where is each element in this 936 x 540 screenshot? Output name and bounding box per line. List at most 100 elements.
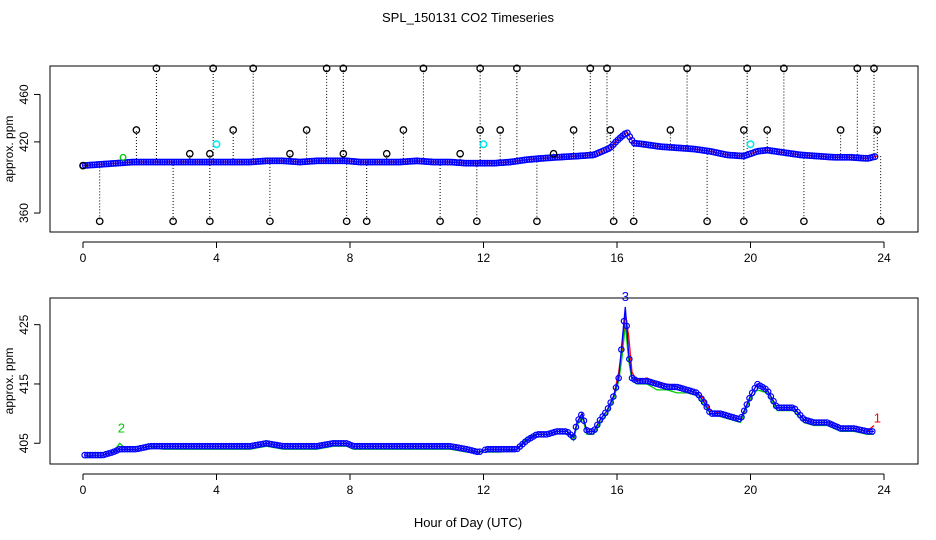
baseline-point bbox=[91, 161, 99, 169]
baseline-point bbox=[682, 144, 690, 152]
outlier-point bbox=[339, 149, 348, 158]
baseline-point bbox=[296, 158, 304, 166]
baseline-point bbox=[413, 157, 421, 165]
baseline-point bbox=[366, 158, 374, 166]
series-line-red_series bbox=[84, 312, 875, 456]
series-point bbox=[866, 428, 873, 435]
baseline-point bbox=[362, 158, 370, 166]
baseline-point bbox=[93, 161, 101, 169]
series-point bbox=[607, 399, 614, 406]
bottom-x-tick-label: 4 bbox=[213, 483, 220, 497]
baseline-point bbox=[313, 157, 321, 165]
baseline-point bbox=[250, 158, 257, 166]
outlier-point bbox=[472, 217, 481, 226]
baseline-point bbox=[493, 159, 500, 167]
baseline-point bbox=[114, 159, 122, 167]
baseline-point bbox=[315, 157, 323, 165]
series-point bbox=[740, 407, 748, 415]
baseline-point bbox=[465, 159, 472, 167]
baseline-point bbox=[483, 159, 491, 167]
baseline-point bbox=[586, 151, 594, 159]
baseline-point bbox=[191, 158, 199, 166]
series-point bbox=[869, 428, 876, 435]
baseline-point bbox=[432, 158, 440, 166]
baseline-point bbox=[247, 158, 255, 166]
baseline-point bbox=[460, 159, 468, 167]
baseline-point bbox=[799, 151, 807, 159]
baseline-point bbox=[252, 158, 260, 166]
bottom-x-tick-label: 8 bbox=[347, 483, 354, 497]
outlier-point bbox=[870, 64, 878, 73]
baseline-point bbox=[320, 157, 328, 165]
bottom-x-tick-label: 20 bbox=[744, 483, 758, 497]
bottom-x-tick-label: 16 bbox=[610, 483, 624, 497]
baseline-point bbox=[726, 151, 734, 159]
bottom-y-tick-label: 405 bbox=[17, 433, 31, 453]
baseline-point bbox=[303, 158, 311, 165]
baseline-point bbox=[855, 154, 863, 162]
series-point bbox=[511, 445, 518, 453]
baseline-point bbox=[411, 157, 419, 165]
baseline-point bbox=[385, 158, 393, 166]
baseline-point bbox=[306, 157, 314, 165]
baseline-point bbox=[170, 158, 178, 166]
baseline-point bbox=[161, 158, 169, 166]
outlier-point bbox=[132, 126, 141, 134]
baseline-point bbox=[668, 143, 676, 151]
cyan-flag-point bbox=[746, 140, 755, 149]
baseline-point bbox=[154, 158, 162, 166]
baseline-point bbox=[282, 157, 290, 165]
baseline-point bbox=[504, 158, 512, 166]
baseline-point bbox=[123, 158, 131, 166]
baseline-point bbox=[677, 144, 685, 152]
baseline-point bbox=[476, 159, 484, 167]
series-point bbox=[738, 413, 745, 421]
series-point bbox=[748, 389, 756, 397]
baseline-point bbox=[84, 161, 92, 169]
outlier-point bbox=[185, 149, 194, 158]
top-x-tick-label: 20 bbox=[744, 251, 758, 265]
digit-label: 2 bbox=[118, 421, 125, 436]
baseline-point bbox=[275, 157, 283, 165]
series-point bbox=[620, 317, 628, 325]
baseline-point bbox=[327, 157, 335, 165]
baseline-point bbox=[95, 160, 103, 168]
baseline-point bbox=[259, 157, 267, 165]
bottom-y-axis-label: approx. ppm bbox=[2, 348, 16, 415]
series-line-blue_series bbox=[84, 306, 874, 456]
baseline-point bbox=[301, 158, 309, 166]
baseline-point bbox=[212, 158, 220, 166]
baseline-point bbox=[838, 153, 846, 161]
baseline-point bbox=[451, 158, 458, 166]
baseline-point bbox=[857, 154, 865, 162]
series-point bbox=[473, 448, 481, 456]
baseline-point bbox=[422, 158, 430, 165]
baseline-point bbox=[126, 158, 134, 166]
series-point bbox=[572, 423, 580, 431]
baseline-point bbox=[429, 158, 437, 166]
baseline-point bbox=[112, 159, 120, 167]
outlier-point bbox=[456, 149, 464, 158]
baseline-point bbox=[822, 153, 830, 161]
series-point bbox=[743, 401, 751, 408]
outlier-point bbox=[382, 149, 391, 158]
top-y-axis-label: approx. ppm bbox=[2, 116, 16, 183]
baseline-point bbox=[149, 158, 157, 166]
baseline-point bbox=[523, 156, 531, 164]
baseline-point bbox=[425, 158, 433, 166]
baseline-point bbox=[581, 152, 589, 159]
baseline-point bbox=[841, 153, 849, 161]
baseline-point bbox=[560, 153, 568, 161]
baseline-point bbox=[574, 152, 582, 160]
baseline-point bbox=[661, 143, 669, 151]
baseline-point bbox=[862, 154, 870, 162]
baseline-point bbox=[140, 158, 148, 166]
baseline-point bbox=[324, 157, 332, 165]
baseline-point bbox=[827, 153, 835, 161]
baseline-point bbox=[345, 157, 353, 165]
outlier-point bbox=[780, 64, 788, 73]
bottom-x-tick-label: 12 bbox=[477, 483, 491, 497]
outlier-point bbox=[339, 64, 348, 73]
baseline-point bbox=[387, 158, 395, 166]
series-point bbox=[767, 393, 775, 400]
